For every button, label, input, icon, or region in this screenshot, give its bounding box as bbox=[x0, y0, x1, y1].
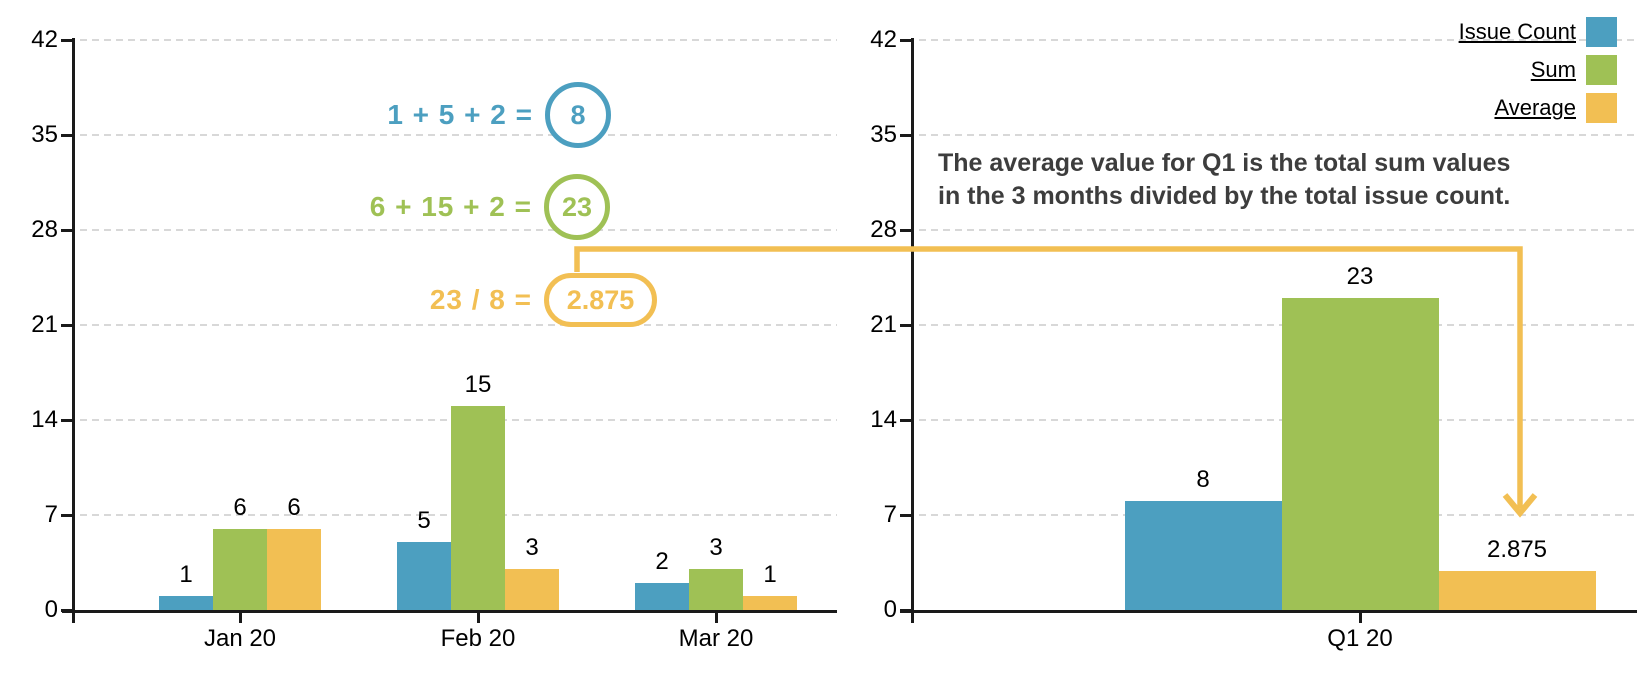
sum-swatch-icon bbox=[1586, 55, 1617, 85]
gridline-21 bbox=[919, 324, 1637, 326]
bar-value-label-average-mar-20: 1 bbox=[763, 561, 777, 589]
legend-item-sum[interactable]: Sum bbox=[1459, 55, 1617, 85]
bar-sum-jan-20 bbox=[213, 528, 267, 610]
bar-value-label-sum-mar-20: 3 bbox=[709, 534, 723, 562]
average-equation: 23 / 8 = 2.875 bbox=[430, 273, 657, 327]
gridline-14 bbox=[919, 419, 1637, 421]
y-tick-42 bbox=[900, 38, 914, 42]
y-tick-label-0: 0 bbox=[44, 596, 58, 623]
note-line-1: The average value for Q1 is the total su… bbox=[938, 149, 1511, 177]
bar-value-label-average-feb-20: 3 bbox=[525, 534, 539, 562]
bar-issue-count-feb-20 bbox=[397, 542, 451, 610]
legend: Issue Count Sum Average bbox=[1459, 17, 1617, 123]
bar-value-label-average-jan-20: 6 bbox=[287, 493, 301, 521]
x-tick-label-q1-20: Q1 20 bbox=[1327, 625, 1393, 652]
bar-value-label-sum-feb-20: 15 bbox=[464, 371, 492, 399]
x-tick-label-feb-20: Feb 20 bbox=[440, 625, 516, 652]
y-axis bbox=[72, 38, 75, 623]
bar-value-label-sum-jan-20: 6 bbox=[233, 493, 247, 521]
gridline-35 bbox=[80, 134, 837, 136]
sum-total-bubble: 23 bbox=[544, 174, 610, 240]
legend-item-average[interactable]: Average bbox=[1459, 93, 1617, 123]
gridline-35 bbox=[919, 134, 1637, 136]
legend-label-sum[interactable]: Sum bbox=[1530, 57, 1576, 82]
gridline-21 bbox=[80, 324, 837, 326]
legend-item-issue-count[interactable]: Issue Count bbox=[1459, 17, 1617, 47]
y-tick-label-28: 28 bbox=[31, 216, 58, 243]
bar-value-label-issue-count-mar-20: 2 bbox=[655, 547, 669, 575]
x-axis bbox=[900, 610, 1637, 613]
bar-sum-mar-20 bbox=[689, 569, 743, 610]
gridline-42 bbox=[919, 39, 1637, 41]
y-tick-label-7: 7 bbox=[44, 501, 58, 528]
y-tick-28 bbox=[61, 228, 75, 232]
y-tick-label-21: 21 bbox=[870, 311, 897, 338]
x-tick-label-jan-20: Jan 20 bbox=[203, 625, 277, 652]
bar-average-q1-20 bbox=[1438, 570, 1596, 610]
bar-average-mar-20 bbox=[743, 596, 797, 610]
y-tick-28 bbox=[900, 228, 914, 232]
sum-equation: 6 + 15 + 2 = 23 bbox=[370, 174, 610, 240]
bar-value-label-sum-q1-20: 23 bbox=[1346, 262, 1374, 290]
gridline-42 bbox=[80, 39, 837, 41]
y-tick-label-14: 14 bbox=[31, 406, 58, 433]
bar-value-label-issue-count-q1-20: 8 bbox=[1196, 466, 1210, 494]
y-tick-label-35: 35 bbox=[870, 121, 897, 148]
y-axis bbox=[911, 38, 914, 623]
x-tick-mar-20 bbox=[714, 613, 718, 623]
sum-equation-text: 6 + 15 + 2 = bbox=[369, 191, 532, 222]
x-tick-label-mar-20: Mar 20 bbox=[678, 625, 754, 652]
y-tick-label-28: 28 bbox=[870, 216, 897, 243]
x-axis bbox=[62, 610, 837, 613]
x-tick-q1-20 bbox=[1358, 613, 1362, 623]
legend-label-issue-count[interactable]: Issue Count bbox=[1458, 19, 1576, 44]
gridline-28 bbox=[80, 229, 837, 231]
bar-issue-count-jan-20 bbox=[159, 596, 213, 610]
y-tick-label-14: 14 bbox=[870, 406, 897, 433]
bar-average-jan-20 bbox=[267, 528, 321, 610]
x-tick-jan-20 bbox=[238, 613, 242, 623]
bar-issue-count-q1-20 bbox=[1124, 501, 1282, 610]
average-equation-text: 23 / 8 = bbox=[429, 284, 532, 315]
y-tick-label-42: 42 bbox=[31, 26, 58, 53]
bar-value-label-average-q1-20: 2.875 bbox=[1486, 535, 1548, 563]
y-tick-35 bbox=[900, 133, 914, 137]
issue-count-total-bubble: 8 bbox=[545, 82, 611, 148]
note-line-2: in the 3 months divided by the total iss… bbox=[938, 182, 1511, 210]
average-explanation-note: The average value for Q1 is the total su… bbox=[938, 147, 1510, 213]
bar-sum-q1-20 bbox=[1281, 297, 1439, 610]
gridline-28 bbox=[919, 229, 1637, 231]
y-tick-35 bbox=[61, 133, 75, 137]
y-tick-42 bbox=[61, 38, 75, 42]
y-tick-7 bbox=[900, 513, 914, 517]
y-tick-label-0: 0 bbox=[883, 596, 897, 623]
average-result-bubble: 2.875 bbox=[544, 273, 657, 327]
y-tick-label-42: 42 bbox=[870, 26, 897, 53]
average-swatch-icon bbox=[1586, 93, 1617, 123]
x-tick-feb-20 bbox=[476, 613, 480, 623]
bar-value-label-issue-count-jan-20: 1 bbox=[179, 561, 193, 589]
bar-value-label-issue-count-feb-20: 5 bbox=[417, 507, 431, 535]
bar-average-feb-20 bbox=[505, 569, 559, 610]
y-tick-14 bbox=[61, 418, 75, 422]
issue-count-equation: 1 + 5 + 2 = 8 bbox=[387, 82, 611, 148]
y-tick-label-35: 35 bbox=[31, 121, 58, 148]
y-tick-21 bbox=[61, 323, 75, 327]
bar-issue-count-mar-20 bbox=[635, 582, 689, 610]
y-tick-7 bbox=[61, 513, 75, 517]
issue-count-swatch-icon bbox=[1586, 17, 1617, 47]
legend-label-average[interactable]: Average bbox=[1494, 95, 1576, 120]
bar-sum-feb-20 bbox=[451, 406, 505, 610]
y-tick-label-7: 7 bbox=[883, 501, 897, 528]
y-tick-label-21: 21 bbox=[31, 311, 58, 338]
issue-count-equation-text: 1 + 5 + 2 = bbox=[387, 99, 533, 130]
